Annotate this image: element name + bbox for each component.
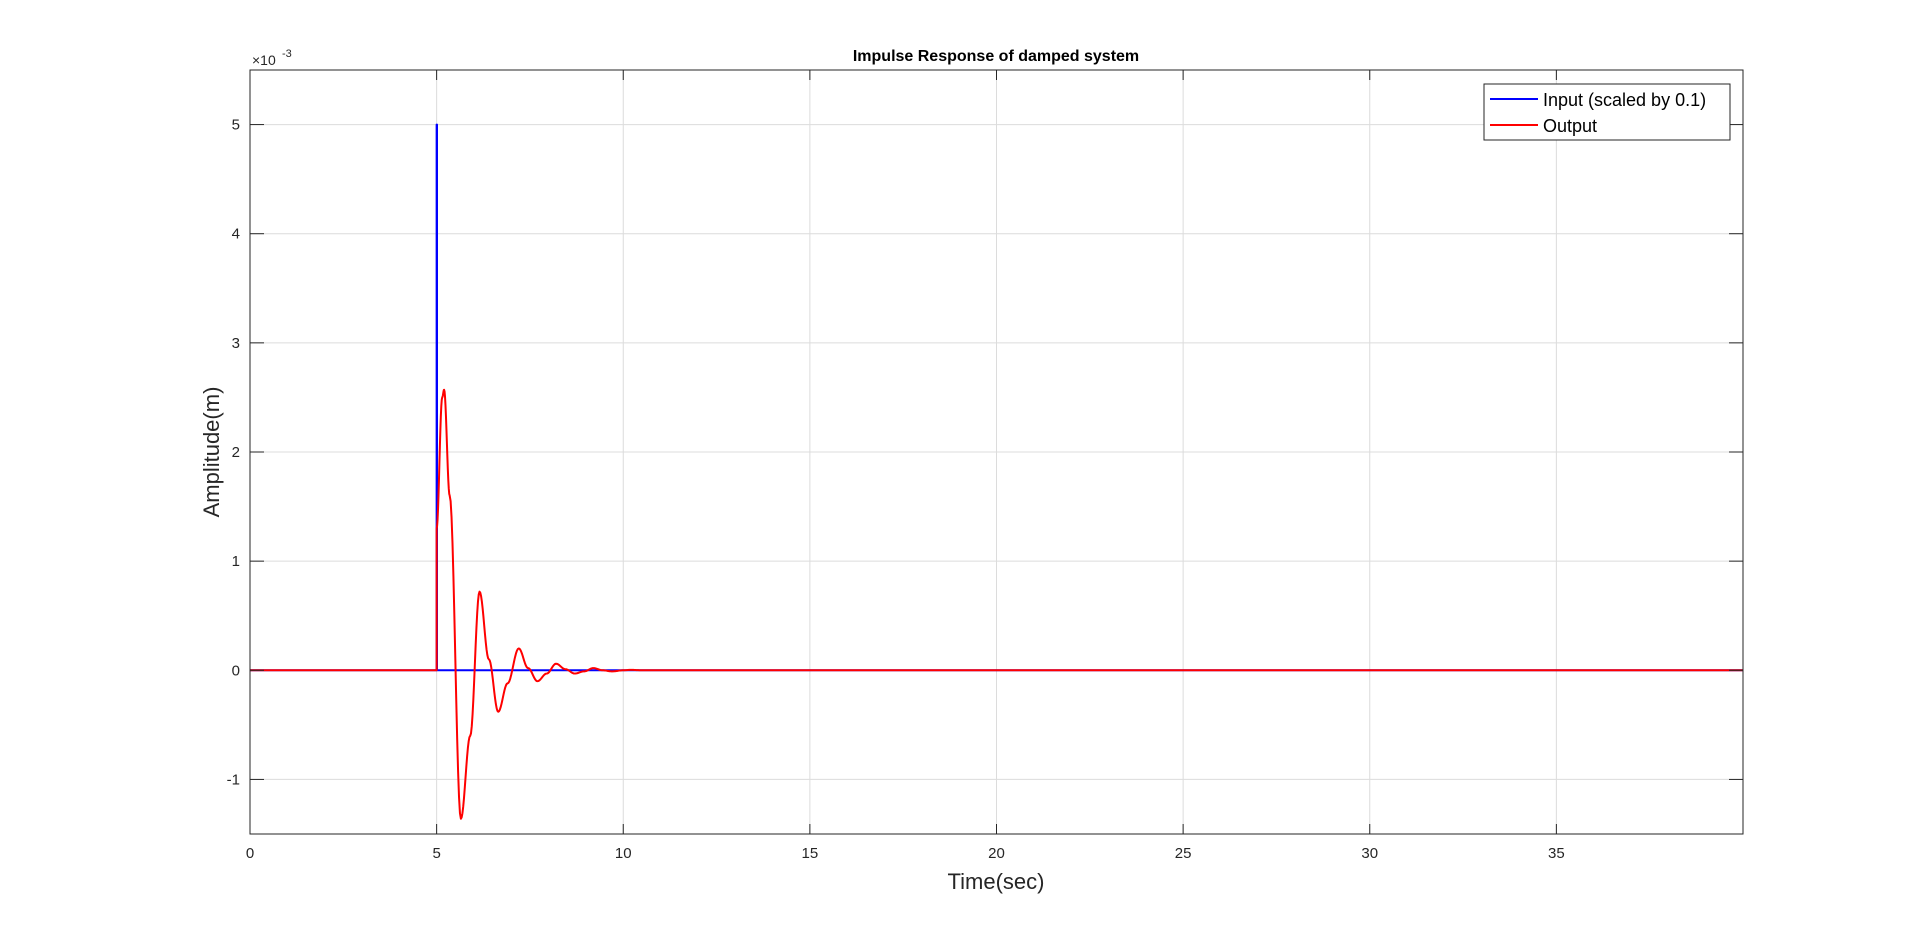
legend: Input (scaled by 0.1) Output — [1483, 83, 1731, 141]
y-tick-label: 4 — [232, 226, 240, 243]
x-tick-label: 20 — [988, 845, 1005, 862]
grid-lines — [249, 70, 1743, 834]
y-tick-label: 0 — [232, 662, 240, 679]
x-tick-label: 5 — [432, 845, 440, 862]
y-tick-label: -1 — [227, 771, 240, 788]
x-tick-label: 15 — [802, 845, 819, 862]
y-axis-label: Amplitude(m) — [199, 387, 224, 518]
x-tick-label: 10 — [615, 845, 632, 862]
chart-title: Impulse Response of damped system — [853, 48, 1139, 65]
y-tick-label: 3 — [232, 335, 240, 352]
y-exponent-prefix: ×10 — [252, 52, 276, 68]
series-layer — [250, 123, 1743, 820]
x-axis-label: Time(sec) — [948, 869, 1045, 894]
legend-label-input: Input (scaled by 0.1) — [1543, 90, 1706, 110]
x-tick-label: 30 — [1361, 845, 1378, 862]
x-tick-label: 35 — [1548, 845, 1565, 862]
series-line-output — [250, 388, 1743, 820]
legend-label-output: Output — [1543, 116, 1597, 136]
x-tick-label: 25 — [1175, 845, 1192, 862]
y-exponent-label: ×10 -3 — [252, 48, 292, 68]
y-tick-label: 2 — [232, 444, 240, 461]
axis-ticks: 0 5 10 15 20 25 30 35 -1 0 1 2 3 4 5 — [227, 70, 1743, 862]
y-exponent-power: -3 — [282, 48, 292, 60]
legend-box — [1483, 83, 1731, 141]
x-tick-label: 0 — [246, 845, 254, 862]
y-tick-label: 1 — [232, 553, 240, 570]
y-tick-label: 5 — [232, 117, 240, 134]
